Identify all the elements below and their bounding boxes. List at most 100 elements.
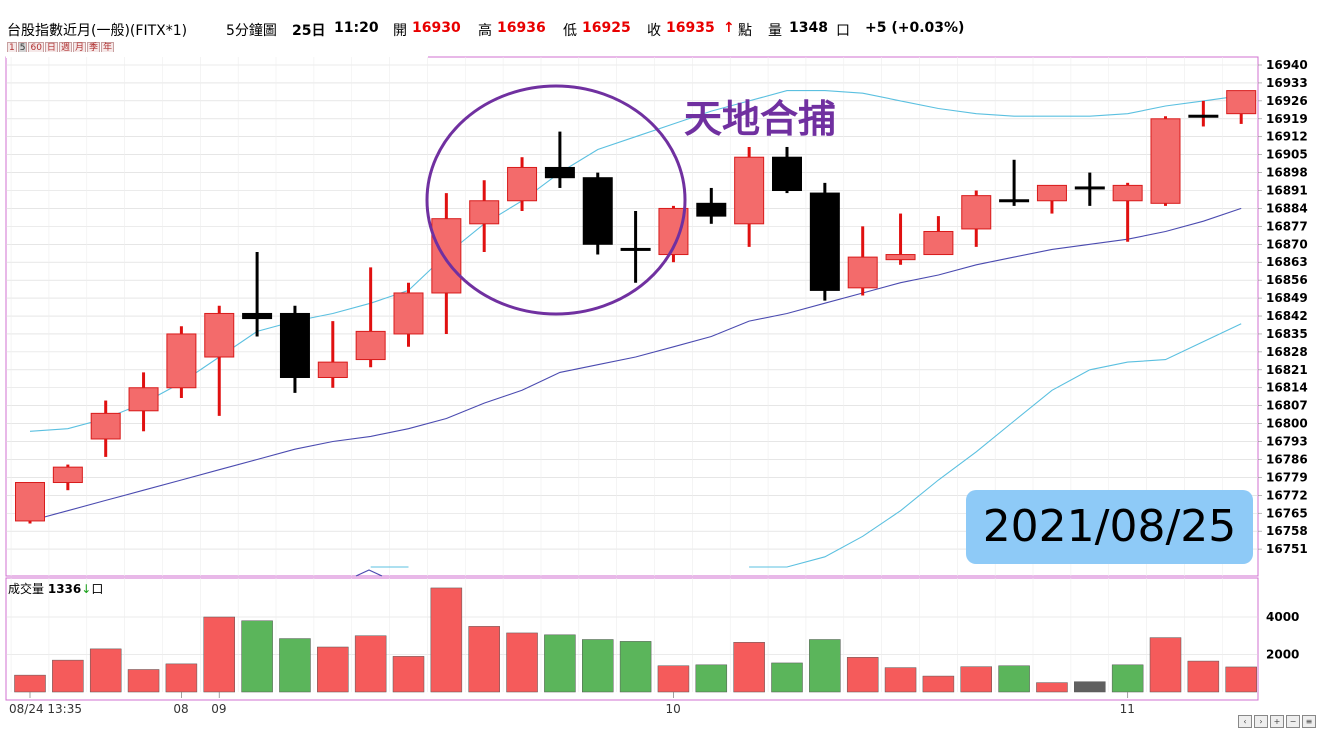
- open-value: 16930: [412, 20, 461, 36]
- volume-panel-label: 成交量 1336↓口: [8, 580, 103, 597]
- y-tick-label: 16842: [1266, 309, 1308, 323]
- candle-body: [696, 202, 727, 217]
- y-tick-label: 16940: [1266, 58, 1308, 72]
- close-label: 收: [647, 23, 661, 39]
- y-tick-label: 16828: [1266, 345, 1308, 359]
- volume-bar: [52, 659, 84, 693]
- date-badge-text: 2021/08/25: [982, 501, 1237, 552]
- close-value: 16935: [666, 20, 715, 36]
- candle-body: [544, 166, 575, 179]
- scroll-right-icon[interactable]: ›: [1254, 715, 1268, 728]
- y-tick-label: 16772: [1266, 488, 1308, 502]
- candle-body: [961, 195, 992, 230]
- volume-bar: [544, 634, 576, 693]
- y-tick-label: 16751: [1266, 542, 1308, 556]
- volume-down-arrow-icon: ↓: [81, 582, 92, 596]
- volume-panel-value: 1336: [47, 582, 82, 596]
- candle-body: [242, 312, 273, 320]
- y-tick-label: 16849: [1266, 291, 1308, 305]
- y-tick-label: 16877: [1266, 219, 1308, 233]
- candle-body: [128, 387, 159, 412]
- close-up-arrow-icon: ↑: [723, 20, 735, 36]
- y-tick-label: 16912: [1266, 130, 1308, 144]
- quote-header: 台股指數近月(一般)(FITX*1) 5分鐘圖 25日 11:20 開 1693…: [0, 0, 1327, 40]
- y-tick-label: 16800: [1266, 417, 1308, 431]
- volume-bar: [127, 669, 160, 693]
- open-label: 開: [393, 23, 407, 39]
- volume-bar: [733, 642, 765, 693]
- volume-bar: [619, 641, 652, 693]
- y-tick-label: 16905: [1266, 148, 1308, 162]
- volume-bar: [1036, 682, 1068, 693]
- volume-bar: [998, 665, 1030, 693]
- period-button-3[interactable]: 日: [44, 42, 58, 54]
- candle-body: [809, 192, 840, 291]
- candle-body: [15, 482, 45, 522]
- volume-panel-unit: 口: [91, 582, 104, 596]
- lower-band-line: [370, 323, 1242, 568]
- candle-body: [582, 177, 613, 245]
- volume-panel-title: 成交量: [8, 582, 45, 596]
- y-tick-label: 16870: [1266, 237, 1308, 251]
- candle-body: [620, 247, 651, 251]
- x-tick-label: 11: [1120, 702, 1135, 716]
- volume-bar: [430, 587, 463, 693]
- volume-bar: [392, 656, 425, 693]
- high-label: 高: [478, 23, 492, 39]
- volume-bar: [809, 639, 841, 693]
- y-tick-label: 16786: [1266, 452, 1308, 466]
- y-tick-label: 16821: [1266, 363, 1308, 377]
- change-value: +5 (+0.03%): [865, 20, 965, 36]
- y-tick-label: 16898: [1266, 166, 1308, 180]
- candle-body: [469, 200, 500, 225]
- y-tick-label: 16919: [1266, 112, 1308, 126]
- volume-bar: [1149, 637, 1182, 693]
- y-tick-label: 16856: [1266, 273, 1308, 287]
- quote-time: 11:20: [334, 20, 379, 36]
- point-label: 點: [738, 23, 752, 39]
- peak-marker: [355, 569, 383, 577]
- y-tick-label: 16891: [1266, 184, 1308, 198]
- candle-body: [885, 254, 916, 261]
- candle-body: [772, 156, 802, 192]
- chart-settings-icon[interactable]: ≡: [1302, 715, 1316, 728]
- volume-tick-label: 4000: [1266, 610, 1299, 624]
- volume-bar: [14, 674, 46, 693]
- x-tick-label: 08/24 13:35: [9, 702, 82, 716]
- x-tick-label: 10: [665, 702, 680, 716]
- volume-value: 1348: [789, 20, 828, 36]
- header-mask: [6, 52, 428, 58]
- volume-bar: [468, 626, 500, 693]
- y-tick-label: 16765: [1266, 506, 1308, 520]
- candle-body: [355, 330, 386, 361]
- candle-body: [166, 333, 197, 389]
- zoom-in-icon[interactable]: +: [1270, 715, 1284, 728]
- low-label: 低: [563, 23, 577, 39]
- candle-body: [847, 256, 878, 289]
- y-tick-label: 16863: [1266, 255, 1308, 269]
- volume-bar: [960, 666, 992, 693]
- candle-body: [317, 361, 348, 378]
- volume-bar: [657, 665, 690, 693]
- volume-bar: [1074, 681, 1106, 693]
- volume-bar: [846, 657, 879, 693]
- zoom-out-icon[interactable]: −: [1286, 715, 1300, 728]
- scroll-left-icon[interactable]: ‹: [1238, 715, 1252, 728]
- volume-bar: [89, 648, 122, 693]
- volume-bar: [354, 635, 387, 693]
- y-tick-label: 16884: [1266, 201, 1308, 215]
- y-tick-label: 16814: [1266, 381, 1308, 395]
- y-tick-label: 16933: [1266, 76, 1308, 90]
- annotation-circle: [425, 84, 687, 316]
- volume-bar: [1111, 664, 1144, 693]
- chart-controls: ‹ › + − ≡: [1238, 715, 1316, 728]
- x-tick-label: 09: [211, 702, 226, 716]
- candle-body: [999, 199, 1030, 203]
- volume-bar: [1187, 660, 1220, 693]
- y-tick-label: 16807: [1266, 399, 1308, 413]
- y-tick-label: 16835: [1266, 327, 1308, 341]
- x-tick-label: 08: [173, 702, 188, 716]
- volume-bar: [203, 616, 235, 693]
- y-tick-label: 16779: [1266, 470, 1308, 484]
